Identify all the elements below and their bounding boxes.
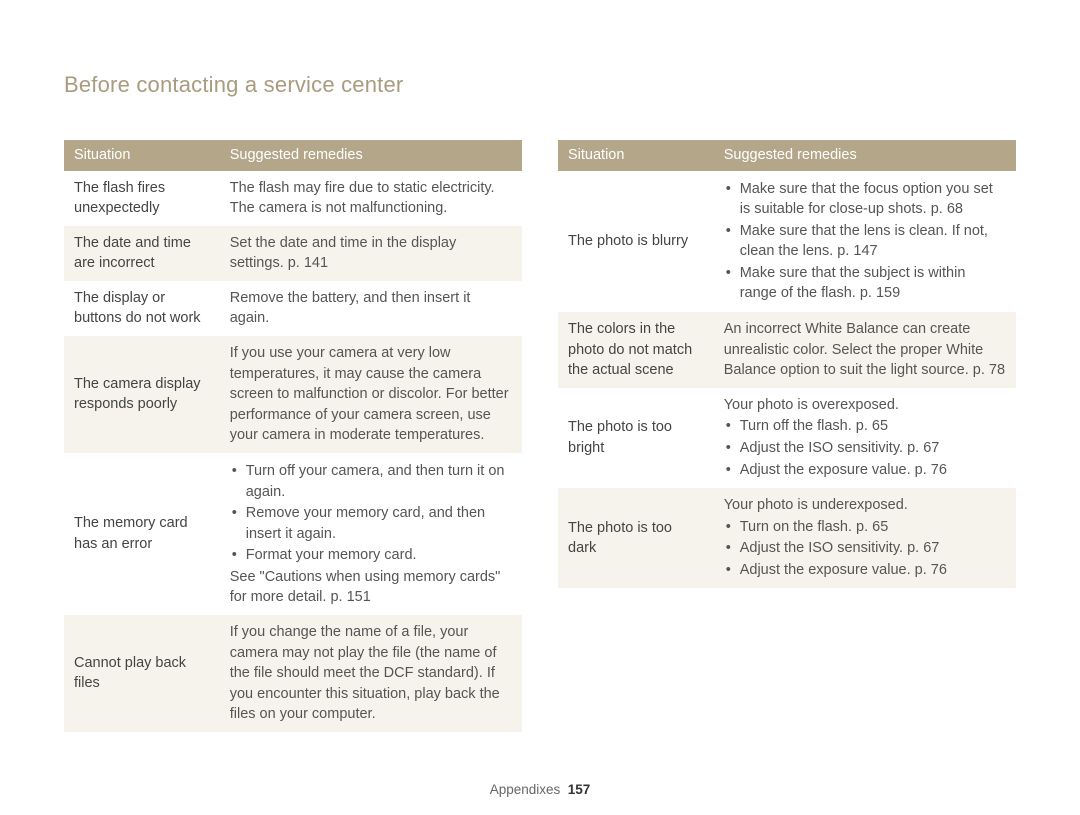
page-title: Before contacting a service center xyxy=(64,72,403,98)
remedy-cell: Turn off your camera, and then turn it o… xyxy=(220,453,522,615)
remedy-cell: Your photo is overexposed. Turn off the … xyxy=(714,388,1016,488)
table-row: The photo is too bright Your photo is ov… xyxy=(558,388,1016,488)
list-item: Adjust the exposure value. p. 76 xyxy=(724,560,1006,581)
header-situation: Situation xyxy=(558,140,714,171)
table-row: The photo is blurry Make sure that the f… xyxy=(558,171,1016,312)
left-column: Situation Suggested remedies The flash f… xyxy=(64,140,522,732)
list-item: Make sure that the focus option you set … xyxy=(724,179,1006,220)
table-row: The memory card has an error Turn off yo… xyxy=(64,453,522,615)
list-item: Remove your memory card, and then insert… xyxy=(230,503,512,544)
situation-cell: The photo is too bright xyxy=(558,388,714,488)
situation-cell: The memory card has an error xyxy=(64,453,220,615)
remedy-cell: The flash may fire due to static electri… xyxy=(220,171,522,226)
table-row: The photo is too dark Your photo is unde… xyxy=(558,488,1016,588)
header-remedies: Suggested remedies xyxy=(220,140,522,171)
list-item: Format your memory card. xyxy=(230,545,512,566)
table-header-row: Situation Suggested remedies xyxy=(64,140,522,171)
situation-cell: The flash fires unexpectedly xyxy=(64,171,220,226)
remedy-list: Turn off your camera, and then turn it o… xyxy=(230,461,512,566)
remedy-cell: Remove the battery, and then insert it a… xyxy=(220,281,522,336)
content-columns: Situation Suggested remedies The flash f… xyxy=(64,140,1016,732)
situation-cell: The camera display responds poorly xyxy=(64,336,220,453)
header-situation: Situation xyxy=(64,140,220,171)
footer-page-number: 157 xyxy=(568,782,591,797)
situation-cell: Cannot play back files xyxy=(64,615,220,732)
table-row: The display or buttons do not work Remov… xyxy=(64,281,522,336)
list-item: Make sure that the lens is clean. If not… xyxy=(724,221,1006,262)
table-row: The camera display responds poorly If yo… xyxy=(64,336,522,453)
remedy-list: Turn off the flash. p. 65 Adjust the ISO… xyxy=(724,416,1006,480)
remedy-cell: If you use your camera at very low tempe… xyxy=(220,336,522,453)
footer-section: Appendixes xyxy=(490,782,561,797)
left-table: Situation Suggested remedies The flash f… xyxy=(64,140,522,732)
right-table: Situation Suggested remedies The photo i… xyxy=(558,140,1016,588)
remedy-cell: Make sure that the focus option you set … xyxy=(714,171,1016,312)
situation-cell: The colors in the photo do not match the… xyxy=(558,312,714,388)
remedy-cell: An incorrect White Balance can create un… xyxy=(714,312,1016,388)
remedy-list: Turn on the flash. p. 65 Adjust the ISO … xyxy=(724,517,1006,581)
table-row: Cannot play back files If you change the… xyxy=(64,615,522,732)
list-item: Adjust the ISO sensitivity. p. 67 xyxy=(724,438,1006,459)
remedy-cell: Your photo is underexposed. Turn on the … xyxy=(714,488,1016,588)
list-item: Turn on the flash. p. 65 xyxy=(724,517,1006,538)
remedy-list: Make sure that the focus option you set … xyxy=(724,179,1006,304)
remedy-cell: If you change the name of a file, your c… xyxy=(220,615,522,732)
page-footer: Appendixes 157 xyxy=(0,782,1080,797)
situation-cell: The display or buttons do not work xyxy=(64,281,220,336)
list-item: Adjust the ISO sensitivity. p. 67 xyxy=(724,538,1006,559)
situation-cell: The photo is blurry xyxy=(558,171,714,312)
list-item: Make sure that the subject is within ran… xyxy=(724,263,1006,304)
list-item: Adjust the exposure value. p. 76 xyxy=(724,460,1006,481)
header-remedies: Suggested remedies xyxy=(714,140,1016,171)
table-row: The colors in the photo do not match the… xyxy=(558,312,1016,388)
list-item: Turn off your camera, and then turn it o… xyxy=(230,461,512,502)
list-item: Turn off the flash. p. 65 xyxy=(724,416,1006,437)
remedy-lead: Your photo is overexposed. xyxy=(724,395,1006,416)
situation-cell: The photo is too dark xyxy=(558,488,714,588)
table-row: The flash fires unexpectedly The flash m… xyxy=(64,171,522,226)
right-column: Situation Suggested remedies The photo i… xyxy=(558,140,1016,732)
remedy-lead: Your photo is underexposed. xyxy=(724,495,1006,516)
table-header-row: Situation Suggested remedies xyxy=(558,140,1016,171)
remedy-tail: See "Cautions when using memory cards" f… xyxy=(230,567,512,608)
table-row: The date and time are incorrect Set the … xyxy=(64,226,522,281)
situation-cell: The date and time are incorrect xyxy=(64,226,220,281)
remedy-cell: Set the date and time in the display set… xyxy=(220,226,522,281)
